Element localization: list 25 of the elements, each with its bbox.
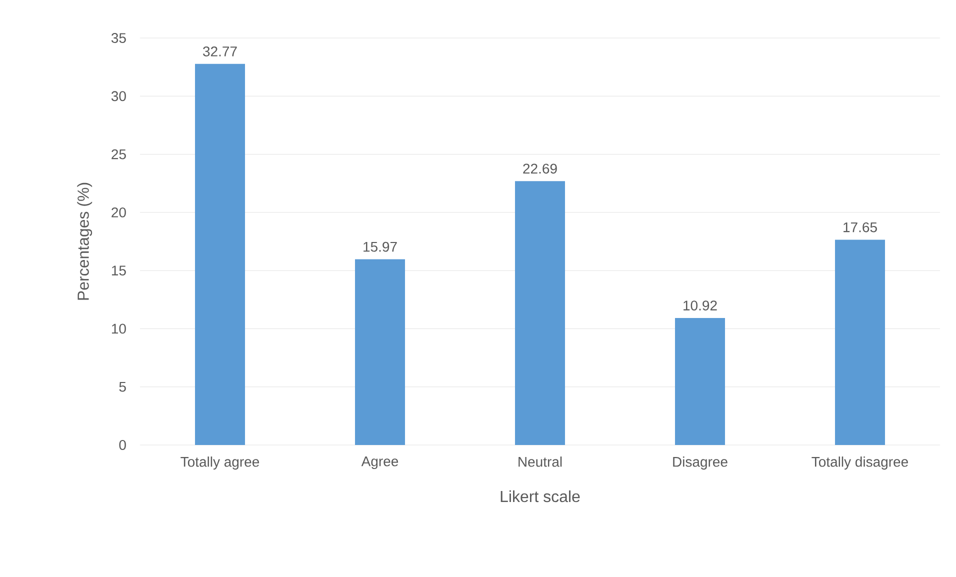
x-tick-label: Neutral [518,456,562,467]
y-axis-title: Percentages (%) [77,182,92,300]
y-tick-label: 15 [112,266,126,276]
bar [835,240,886,445]
y-tick-label: 35 [111,33,126,43]
data-label: 32.77 [203,46,237,56]
data-label: 22.69 [523,164,557,174]
x-axis-title: Likert scale [500,490,580,502]
y-tick-label: 0 [119,440,126,450]
x-tick-label: Disagree [673,456,728,470]
data-label: 17.65 [844,222,877,232]
y-tick-label: 20 [112,207,126,218]
y-tick-label: 25 [112,149,126,160]
bar [675,318,726,445]
bar [355,259,406,445]
y-tick-label: 30 [111,91,126,102]
y-tick-label: 5 [119,382,126,392]
x-tick-label: Totally agree [180,456,260,470]
bar [515,181,566,445]
x-tick-label: Totally disagree [812,456,908,470]
data-label: 15.97 [364,242,397,252]
bar [195,64,245,445]
y-tick-label: 10 [112,324,126,334]
x-tick-label: Agree [361,456,398,470]
data-label: 10.92 [684,300,717,310]
